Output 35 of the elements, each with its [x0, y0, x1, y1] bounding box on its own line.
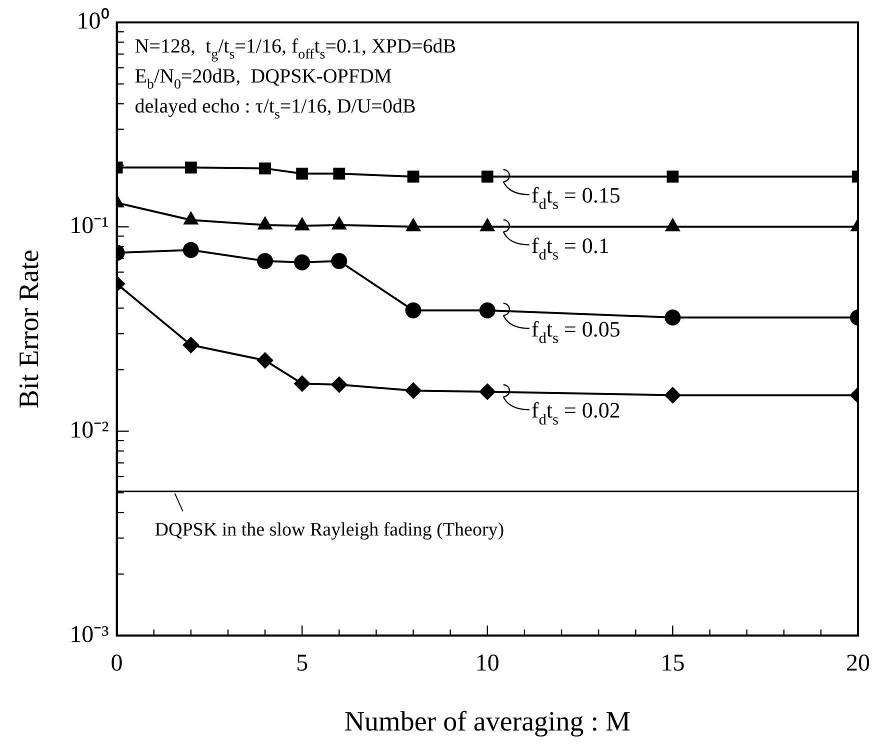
x-tick-label: 20	[846, 650, 870, 676]
point	[664, 387, 681, 404]
point	[258, 217, 272, 230]
point	[296, 168, 308, 180]
x-tick-label: 5	[296, 650, 308, 676]
point	[333, 168, 346, 180]
ref-line-label: DQPSK in the slow Rayleigh fading (Theory)	[154, 519, 504, 540]
point	[294, 376, 310, 392]
x-tick-label: 15	[660, 650, 685, 676]
point	[664, 309, 681, 326]
point	[331, 253, 348, 270]
x-tick-label: 10	[475, 650, 500, 676]
point	[405, 382, 422, 399]
point	[184, 162, 197, 174]
point	[257, 253, 274, 270]
point	[257, 352, 274, 368]
point	[331, 376, 348, 393]
point	[481, 170, 494, 183]
x-axis-title: Number of averaging : M	[344, 706, 631, 738]
x-tick-label: 0	[110, 650, 123, 676]
point	[405, 302, 422, 318]
point	[259, 162, 271, 174]
y-tick-label: 10⁻¹	[70, 213, 109, 240]
point	[294, 254, 310, 270]
y-tick-label: 10⁻³	[70, 622, 109, 648]
point	[666, 170, 679, 183]
point	[479, 302, 496, 318]
y-tick-label: 10⁰	[76, 8, 109, 35]
point	[182, 337, 199, 354]
point	[182, 242, 199, 258]
y-tick-label: 10⁻²	[70, 417, 109, 444]
point	[407, 170, 420, 183]
y-axis-title: Bit Error Rate	[14, 250, 46, 408]
point	[332, 217, 346, 230]
point	[479, 384, 496, 400]
